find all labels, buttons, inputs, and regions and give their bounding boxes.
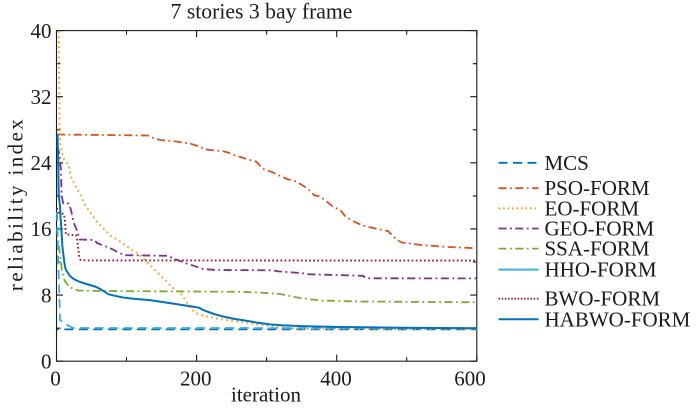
svg-text:BWO-FORM: BWO-FORM	[545, 287, 661, 311]
svg-text:7 stories 3 bay frame: 7 stories 3 bay frame	[171, 0, 353, 24]
svg-text:40: 40	[31, 19, 52, 43]
svg-text:400: 400	[320, 367, 352, 391]
svg-text:PSO-FORM: PSO-FORM	[545, 176, 650, 200]
svg-text:8: 8	[41, 283, 52, 307]
svg-text:0: 0	[41, 349, 52, 373]
svg-text:iteration: iteration	[231, 383, 301, 407]
svg-text:16: 16	[31, 217, 52, 241]
svg-text:MCS: MCS	[545, 151, 589, 175]
svg-text:HABWO-FORM: HABWO-FORM	[545, 307, 691, 331]
svg-text:32: 32	[31, 85, 52, 109]
svg-text:600: 600	[454, 367, 486, 391]
svg-text:GEO-FORM: GEO-FORM	[545, 217, 655, 241]
svg-text:EO-FORM: EO-FORM	[545, 196, 640, 220]
svg-text:24: 24	[31, 151, 53, 175]
svg-text:200: 200	[180, 367, 212, 391]
svg-text:reliability index: reliability index	[4, 117, 28, 291]
svg-text:SSA-FORM: SSA-FORM	[545, 237, 650, 261]
svg-text:HHO-FORM: HHO-FORM	[545, 258, 657, 282]
svg-text:0: 0	[50, 367, 61, 391]
